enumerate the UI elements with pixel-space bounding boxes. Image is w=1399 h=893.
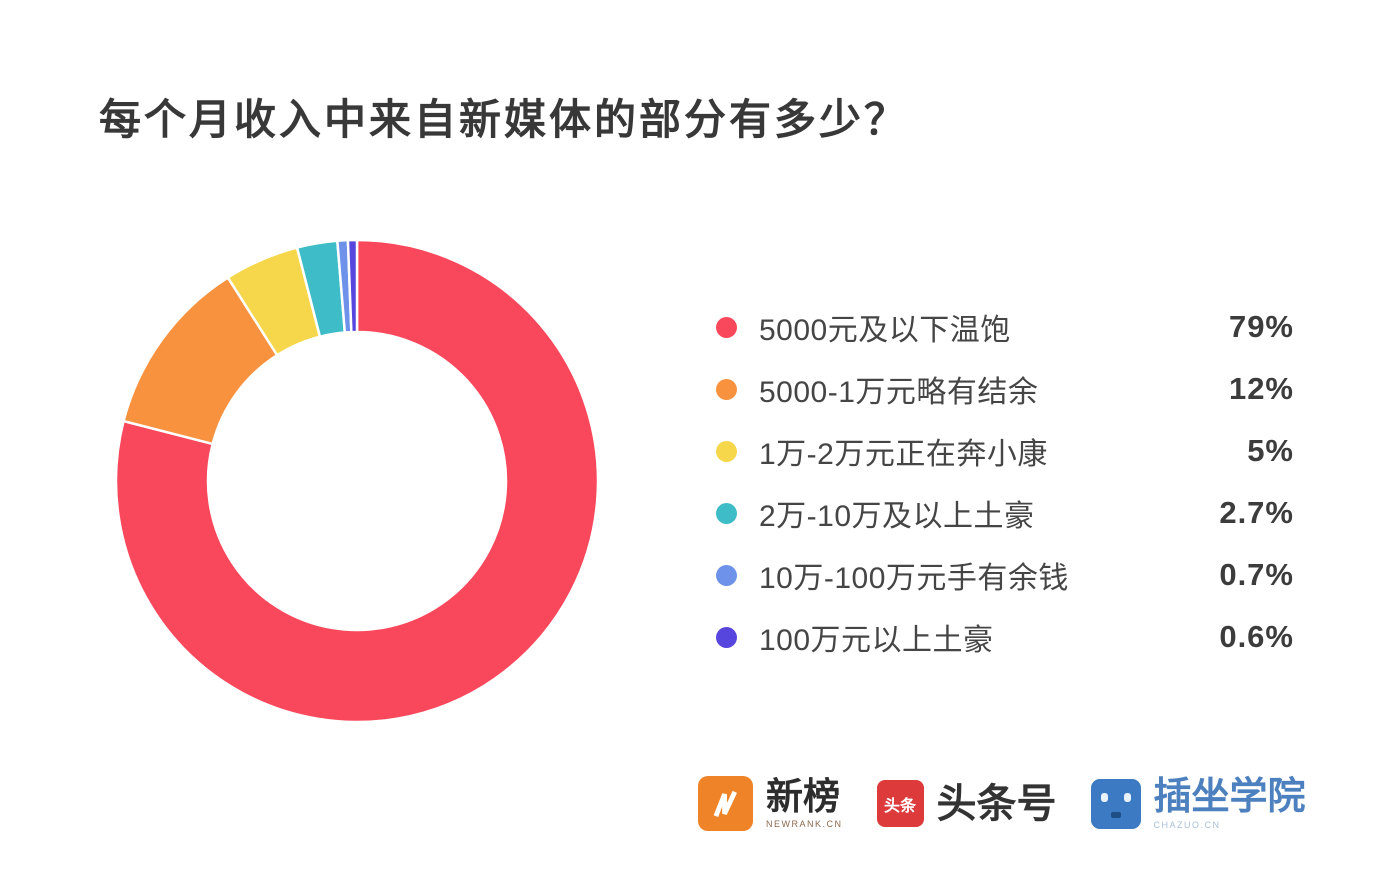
newrank-name: 新榜 bbox=[766, 776, 840, 817]
legend-value: 2.7% bbox=[1219, 495, 1294, 530]
newrank-logo: 新榜 NEWRANK.CN bbox=[698, 776, 843, 831]
donut-chart bbox=[97, 221, 617, 741]
legend-row: 10万-100万元手有余钱 0.7% bbox=[716, 544, 1294, 606]
legend-label: 5000元及以下温饱 bbox=[759, 314, 1011, 347]
robot-eye-right bbox=[1123, 792, 1131, 802]
legend-value: 12% bbox=[1228, 371, 1294, 406]
donut-segment-0 bbox=[114, 238, 600, 724]
legend-row: 1万-2万元正在奔小康 5% bbox=[716, 420, 1294, 482]
newrank-lightning-n-icon bbox=[713, 790, 737, 817]
legend-label: 1万-2万元正在奔小康 bbox=[759, 438, 1048, 471]
footer-logos: 新榜 NEWRANK.CN 头条 头条号 插坐学院 CHAZUO.CN bbox=[698, 776, 1306, 831]
legend-value: 5% bbox=[1247, 433, 1294, 468]
legend-dot bbox=[716, 564, 737, 586]
chazuo-logo: 插坐学院 CHAZUO.CN bbox=[1090, 778, 1306, 830]
legend-label: 2万-10万及以上土豪 bbox=[759, 500, 1035, 533]
legend-value: 79% bbox=[1228, 309, 1294, 344]
chart-legend: 5000元及以下温饱 79% 5000-1万元略有结余 12% 1万-2万元正在… bbox=[716, 296, 1294, 668]
legend-dot bbox=[716, 378, 737, 400]
legend-dot bbox=[716, 316, 737, 338]
legend-label: 100万元以上土豪 bbox=[759, 624, 994, 657]
robot-eye-left bbox=[1100, 792, 1108, 802]
chazuo-subtext: CHAZUO.CN bbox=[1153, 819, 1221, 830]
legend-row: 100万元以上土豪 0.6% bbox=[716, 606, 1294, 668]
newrank-text: 新榜 NEWRANK.CN bbox=[766, 778, 843, 829]
toutiao-icon: 头条 bbox=[876, 780, 924, 827]
newrank-icon bbox=[698, 776, 753, 831]
donut-chart-svg bbox=[114, 238, 600, 724]
toutiao-name: 头条号 bbox=[936, 781, 1057, 826]
legend-dot bbox=[716, 440, 737, 462]
legend-row: 5000元及以下温饱 79% bbox=[716, 296, 1294, 358]
robot-mouth bbox=[1110, 811, 1121, 818]
legend-row: 2万-10万及以上土豪 2.7% bbox=[716, 482, 1294, 544]
legend-label: 5000-1万元略有结余 bbox=[759, 376, 1039, 409]
newrank-subtext: NEWRANK.CN bbox=[766, 819, 843, 829]
page-title: 每个月收入中来自新媒体的部分有多少？ bbox=[99, 96, 910, 143]
legend-dot bbox=[716, 626, 737, 648]
legend-value: 0.6% bbox=[1219, 619, 1294, 654]
toutiao-logo: 头条 头条号 bbox=[876, 780, 1057, 827]
legend-value: 0.7% bbox=[1219, 557, 1294, 592]
chazuo-robot-face-icon bbox=[1090, 778, 1141, 829]
legend-row: 5000-1万元略有结余 12% bbox=[716, 358, 1294, 420]
donut-segment-5 bbox=[346, 238, 359, 334]
toutiao-icon-text: 头条 bbox=[884, 797, 917, 815]
chazuo-name: 插坐学院 bbox=[1153, 775, 1306, 818]
legend-label: 10万-100万元手有余钱 bbox=[759, 562, 1069, 595]
chazuo-text: 插坐学院 CHAZUO.CN bbox=[1154, 778, 1306, 830]
legend-dot bbox=[716, 502, 737, 524]
